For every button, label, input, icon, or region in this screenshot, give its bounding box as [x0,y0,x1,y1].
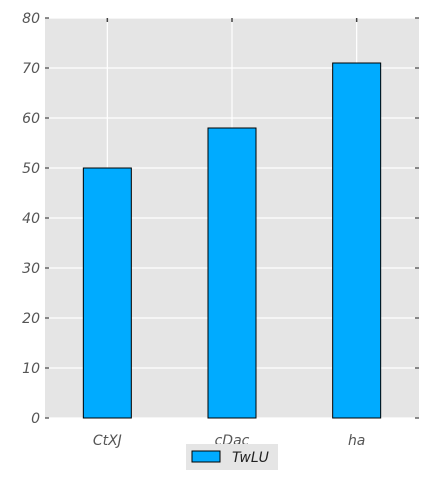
y-tick-label: 80 [22,11,40,27]
y-tick-label: 0 [31,411,40,427]
legend: TwLU [186,444,278,470]
bar-ha [333,63,381,418]
y-tick-label: 60 [22,111,40,127]
bar-CtXJ [83,168,131,418]
y-tick-label: 20 [22,311,40,327]
x-tick-label: ha [348,433,365,449]
y-tick-label: 40 [22,211,40,227]
legend-swatch [192,451,220,462]
y-tick-label: 70 [22,61,40,77]
y-tick-label: 30 [22,261,40,277]
y-tick-labels: 0 10 20 30 40 50 60 70 80 [22,11,40,427]
bar-cDac [208,128,256,418]
legend-label: TwLU [232,450,269,466]
y-tick-label: 50 [22,161,40,177]
x-tick-label: CtXJ [93,433,122,449]
y-tick-label: 10 [22,361,40,377]
